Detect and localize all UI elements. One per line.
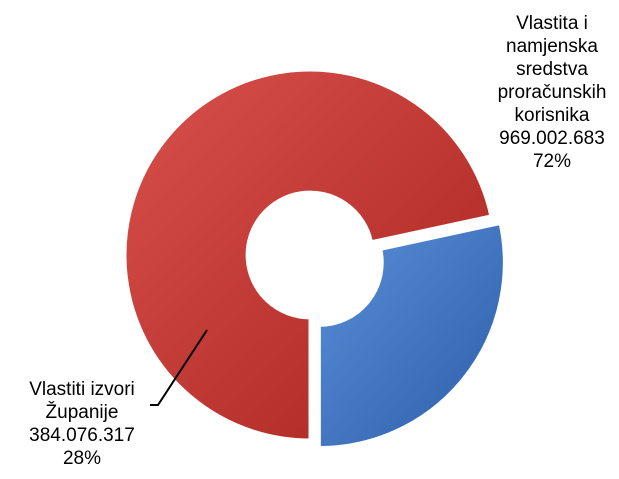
slice-name-county-own-sources-line: Vlastiti izvori bbox=[29, 379, 135, 400]
slice-label-county-own-sources: Vlastiti izvori Županije 384.076.317 28% bbox=[2, 378, 162, 470]
slice-name-own-and-dedicated-line: sredstva bbox=[516, 59, 588, 80]
slice-label-own-and-dedicated: Vlastita i namjenska sredstva proračunskih k… bbox=[487, 12, 617, 173]
slice-county-own-sources bbox=[317, 221, 506, 450]
slice-name-own-and-dedicated-line: namjenska bbox=[506, 36, 598, 57]
slice-percent-own-and-dedicated: 72% bbox=[532, 151, 572, 172]
slice-name-own-and-dedicated-line: korisnika bbox=[514, 105, 590, 126]
slice-value-own-and-dedicated: 969.002.683 bbox=[499, 128, 605, 149]
slice-name-own-and-dedicated-line: Vlastita i bbox=[516, 13, 588, 34]
leader-line bbox=[150, 329, 208, 406]
slice-value-county-own-sources: 384.076.317 bbox=[29, 425, 135, 446]
slice-name-own-and-dedicated-line: proračunskih bbox=[497, 82, 607, 103]
slice-name-county-own-sources-line: Županije bbox=[45, 402, 119, 423]
slice-own-and-dedicated bbox=[123, 68, 493, 442]
slice-percent-county-own-sources: 28% bbox=[62, 448, 102, 469]
